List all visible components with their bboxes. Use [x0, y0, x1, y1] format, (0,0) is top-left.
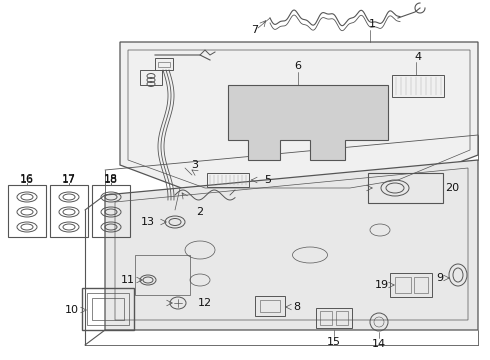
Text: 20: 20 — [445, 183, 459, 193]
Text: 16: 16 — [20, 174, 34, 184]
Text: 11: 11 — [121, 275, 135, 285]
Text: 19: 19 — [375, 280, 389, 290]
Text: 12: 12 — [198, 298, 212, 308]
Text: 18: 18 — [104, 175, 118, 185]
Text: 18: 18 — [104, 174, 118, 184]
Text: 6: 6 — [294, 61, 301, 71]
Text: 16: 16 — [20, 175, 34, 185]
Text: 9: 9 — [437, 273, 443, 283]
Text: 8: 8 — [294, 302, 300, 312]
Text: 3: 3 — [192, 160, 198, 170]
Polygon shape — [228, 85, 388, 160]
Text: 14: 14 — [372, 339, 386, 349]
Polygon shape — [120, 42, 478, 195]
Text: 13: 13 — [141, 217, 155, 227]
Text: 17: 17 — [62, 174, 76, 184]
Text: 4: 4 — [415, 52, 421, 62]
Text: 7: 7 — [251, 25, 259, 35]
Text: 2: 2 — [196, 207, 203, 217]
Text: 17: 17 — [62, 175, 76, 185]
Text: 10: 10 — [65, 305, 79, 315]
Text: 1: 1 — [368, 19, 375, 29]
Text: 15: 15 — [327, 337, 341, 347]
Text: 5: 5 — [265, 175, 271, 185]
Polygon shape — [105, 160, 478, 330]
